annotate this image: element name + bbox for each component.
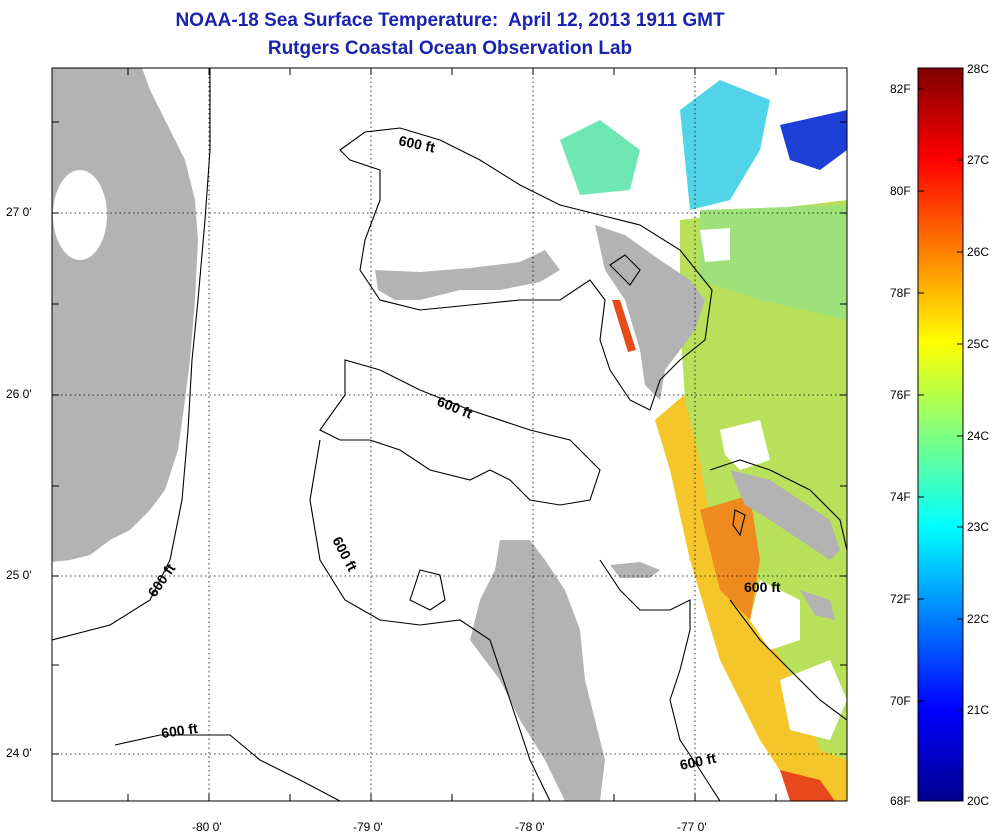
colorbar-label-c: 23C bbox=[967, 520, 990, 534]
grid-lines bbox=[52, 68, 847, 801]
colorbar-label-f: 68F bbox=[890, 794, 911, 808]
lat-label: 26 0' bbox=[6, 387, 32, 401]
colorbar-label-f: 70F bbox=[890, 694, 911, 708]
sst-swath-red-south bbox=[780, 770, 835, 801]
colorbar bbox=[917, 67, 964, 802]
contour-label: 600 ft bbox=[329, 534, 360, 574]
contour-label: 600 ft bbox=[435, 393, 475, 422]
colorbar-label-c: 20C bbox=[967, 794, 990, 808]
colorbar-label-f: 80F bbox=[890, 184, 911, 198]
lon-label: -79 0' bbox=[353, 820, 383, 834]
colorbar-label-f: 74F bbox=[890, 490, 911, 504]
colorbar-label-c: 24C bbox=[967, 429, 990, 443]
lon-label: -80 0' bbox=[192, 820, 222, 834]
cloud-mask bbox=[720, 420, 770, 470]
lat-label: 27 0' bbox=[6, 205, 32, 219]
lake-okeechobee bbox=[53, 170, 107, 260]
colorbar-label-f: 76F bbox=[890, 388, 911, 402]
colorbar-label-c: 26C bbox=[967, 245, 990, 259]
lat-label: 24 0' bbox=[6, 746, 32, 760]
colorbar-label-f: 72F bbox=[890, 592, 911, 606]
colorbar-label-f: 82F bbox=[890, 82, 911, 96]
contour-label: 600 ft bbox=[744, 579, 781, 595]
colorbar-label-c: 28C bbox=[967, 62, 990, 76]
lon-label: -77 0' bbox=[677, 820, 707, 834]
sst-swath-cyan-ne bbox=[680, 80, 770, 210]
cloud-mask bbox=[750, 580, 800, 650]
map-title-line2: Rutgers Coastal Ocean Observation Lab bbox=[267, 38, 633, 59]
sst-swath-lightgreen bbox=[700, 205, 847, 320]
land-andros bbox=[470, 540, 605, 801]
land-new-providence bbox=[610, 562, 660, 578]
contour-label: 600 ft bbox=[160, 720, 199, 741]
axis-ticks bbox=[52, 68, 847, 801]
map-title-line1: NOAA-18 Sea Surface Temperature: April 1… bbox=[175, 10, 725, 31]
map-frame bbox=[51, 67, 848, 802]
land-grand-bahama bbox=[375, 250, 560, 300]
contour-label: 600 ft bbox=[678, 750, 717, 773]
lon-label: -78 0' bbox=[515, 820, 545, 834]
sst-strip-red bbox=[612, 300, 636, 352]
colorbar-label-c: 27C bbox=[967, 153, 990, 167]
sst-swath-cyan-north bbox=[560, 120, 640, 195]
colorbar-label-f: 78F bbox=[890, 286, 911, 300]
colorbar-label-c: 25C bbox=[967, 337, 990, 351]
land-eleuthera bbox=[730, 470, 840, 560]
cloud-mask bbox=[700, 228, 730, 262]
depth-contours bbox=[52, 68, 847, 801]
land-abaco bbox=[595, 225, 705, 400]
colorbar-ticks bbox=[918, 88, 963, 802]
sst-swath-orange bbox=[700, 495, 760, 620]
colorbar-label-c: 22C bbox=[967, 612, 990, 626]
lat-label: 25 0' bbox=[6, 568, 32, 582]
land-florida bbox=[52, 68, 198, 562]
cloud-mask bbox=[780, 660, 847, 740]
sst-swath-blue-ne bbox=[780, 110, 847, 170]
land-exuma bbox=[800, 590, 835, 620]
colorbar-label-c: 21C bbox=[967, 703, 990, 717]
contour-label: 600 ft bbox=[144, 560, 178, 599]
contour-label: 600 ft bbox=[397, 132, 436, 155]
